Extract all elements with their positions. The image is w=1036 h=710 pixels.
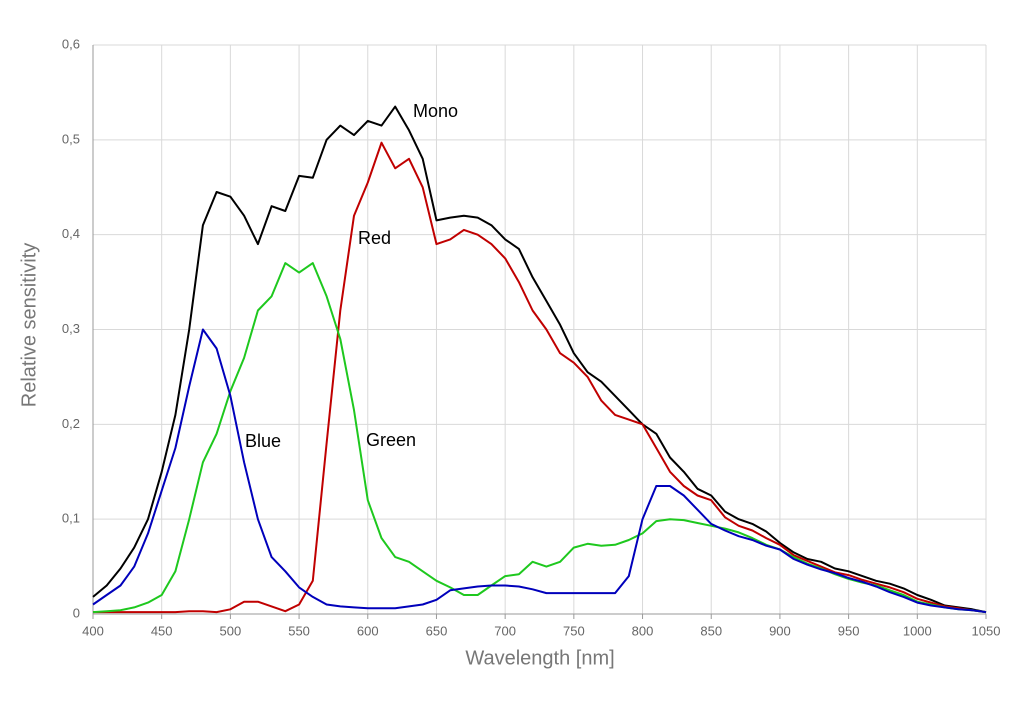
y-tick-label: 0,6 [62,36,80,51]
y-tick-label: 0,2 [62,416,80,431]
series-label: Blue [245,431,281,451]
x-tick-label: 850 [700,623,722,638]
series-label: Green [366,430,416,450]
x-tick-label: 500 [220,623,242,638]
x-tick-label: 800 [632,623,654,638]
series-line [93,141,987,614]
x-tick-label: 950 [838,623,860,638]
y-tick-label: 0,1 [62,511,80,526]
x-tick-label: 700 [494,623,516,638]
x-tick-label: 400 [82,623,104,638]
x-tick-label: 750 [563,623,585,638]
y-tick-label: 0,5 [62,131,80,146]
y-axis-title: Relative sensitivity [18,243,40,408]
y-tick-label: 0,3 [62,321,80,336]
y-tick-label: 0 [73,605,80,620]
x-tick-label: 1050 [972,623,1001,638]
series-line [92,262,987,614]
x-tick-label: 1000 [903,623,932,638]
series-line [92,105,987,614]
x-tick-label: 600 [357,623,379,638]
y-tick-label: 0,4 [62,226,80,241]
series-line [92,328,987,614]
series-label: Mono [413,101,458,121]
x-tick-label: 900 [769,623,791,638]
x-axis-title: Wavelength [nm] [465,647,614,669]
x-tick-label: 450 [151,623,173,638]
x-tick-label: 650 [426,623,448,638]
x-tick-label: 550 [288,623,310,638]
series-label: Red [358,228,391,248]
